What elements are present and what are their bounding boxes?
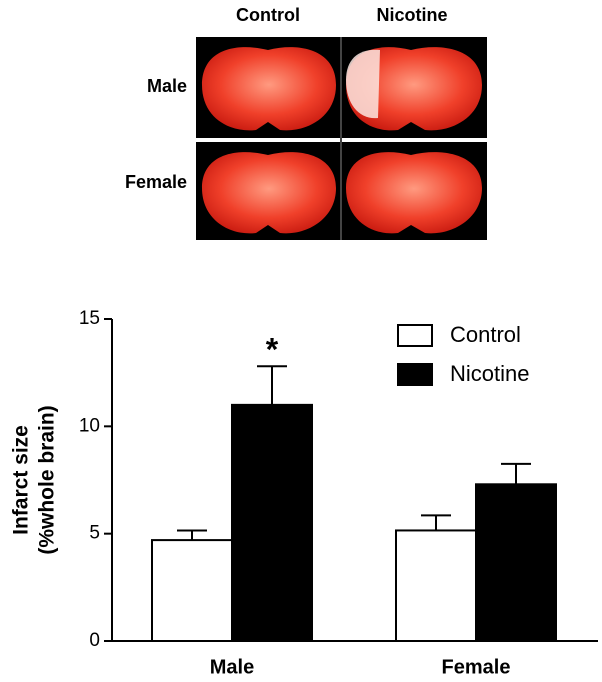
brain-slice bbox=[346, 47, 482, 131]
x-tick-label: Male bbox=[210, 656, 254, 678]
brain-slice bbox=[202, 47, 336, 131]
x-tick-label: Female bbox=[442, 656, 511, 678]
y-tick-label: 0 bbox=[89, 630, 100, 651]
row-label: Male bbox=[147, 76, 187, 96]
bar bbox=[231, 403, 313, 642]
y-tick-label: 15 bbox=[79, 308, 100, 329]
legend-label: Control bbox=[450, 322, 521, 347]
y-axis-label: (%whole brain) bbox=[36, 405, 59, 554]
bar bbox=[395, 529, 477, 642]
brain-slice bbox=[202, 152, 336, 234]
y-axis-label: Infarct size bbox=[10, 425, 33, 535]
bar bbox=[151, 539, 233, 643]
brain-slice bbox=[346, 152, 482, 234]
y-tick-label: 5 bbox=[89, 523, 100, 544]
bar bbox=[475, 483, 557, 642]
infarct bbox=[346, 49, 380, 119]
legend-swatch bbox=[397, 324, 433, 347]
legend-label: Nicotine bbox=[450, 361, 529, 386]
column-label: Control bbox=[236, 5, 300, 25]
chart: 0 5 10 15 Infarct size (%whole brain) Male Fema… bbox=[10, 308, 598, 678]
y-tick-label: 10 bbox=[79, 415, 100, 436]
legend-swatch bbox=[397, 363, 433, 386]
row-label: Female bbox=[125, 172, 187, 192]
brain-images: Control Nicotine Male Female bbox=[125, 5, 487, 240]
column-label: Nicotine bbox=[376, 5, 447, 25]
significance-marker: * bbox=[266, 332, 279, 368]
